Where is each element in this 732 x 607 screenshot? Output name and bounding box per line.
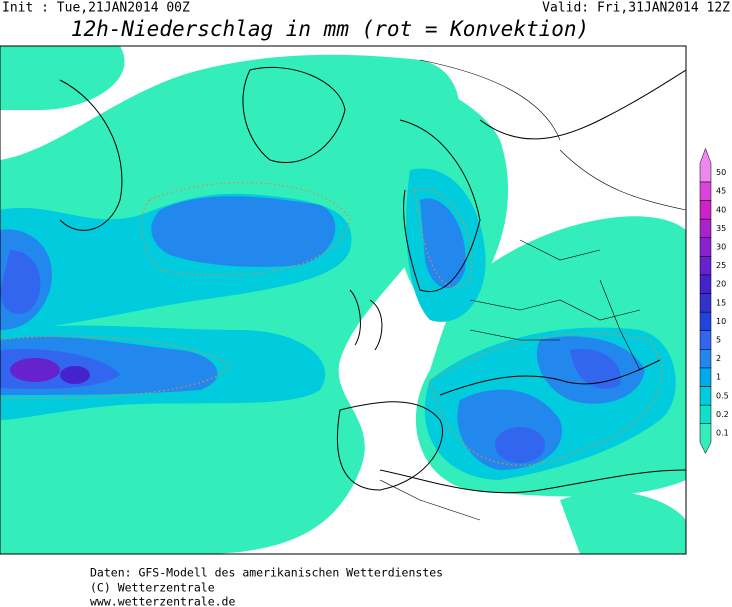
- legend-swatch: [699, 256, 712, 276]
- legend-swatch: [699, 311, 712, 331]
- legend-swatch: [699, 181, 712, 201]
- legend-label: 45: [716, 187, 726, 196]
- legend-swatch: [699, 386, 712, 406]
- footer-source: Daten: GFS-Modell des amerikanischen Wet…: [90, 566, 443, 580]
- footer-url: www.wetterzentrale.de: [90, 595, 235, 607]
- legend-swatch: [699, 367, 712, 387]
- legend-swatch: [699, 237, 712, 257]
- legend-swatch: [699, 218, 712, 238]
- legend-label: 1: [716, 373, 721, 382]
- legend-swatch: [699, 349, 712, 369]
- legend-label: 0.1: [716, 429, 729, 438]
- legend-label: 2: [716, 354, 721, 363]
- init-time: Init : Tue,21JAN2014 00Z: [2, 1, 190, 16]
- legend-swatch: [699, 404, 712, 424]
- legend-label: 15: [716, 298, 726, 307]
- legend-label: 10: [716, 317, 726, 326]
- legend-label: 20: [716, 280, 726, 289]
- map-title: 12h-Niederschlag in mm (rot = Konvektion…: [71, 17, 589, 41]
- footer-copyright: (C) Wetterzentrale: [90, 581, 215, 595]
- legend-label: 0.5: [716, 391, 729, 400]
- legend-swatch: [699, 147, 712, 183]
- legend-label: 30: [716, 243, 726, 252]
- legend-swatch: [699, 200, 712, 220]
- valid-time: Valid: Fri,31JAN2014 12Z: [542, 1, 730, 16]
- legend-label: 5: [716, 336, 721, 345]
- legend-swatch: [699, 330, 712, 350]
- legend-label: 0.2: [716, 410, 729, 419]
- legend-swatch: [699, 423, 712, 455]
- legend-swatch: [699, 274, 712, 294]
- legend-label: 35: [716, 224, 726, 233]
- legend-swatch: [699, 293, 712, 313]
- legend-label: 40: [716, 205, 726, 214]
- legend-label: 25: [716, 261, 726, 270]
- map: [0, 45, 687, 555]
- legend-label: 50: [716, 168, 726, 177]
